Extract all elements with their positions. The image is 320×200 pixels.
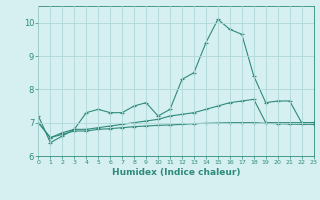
X-axis label: Humidex (Indice chaleur): Humidex (Indice chaleur)	[112, 168, 240, 177]
